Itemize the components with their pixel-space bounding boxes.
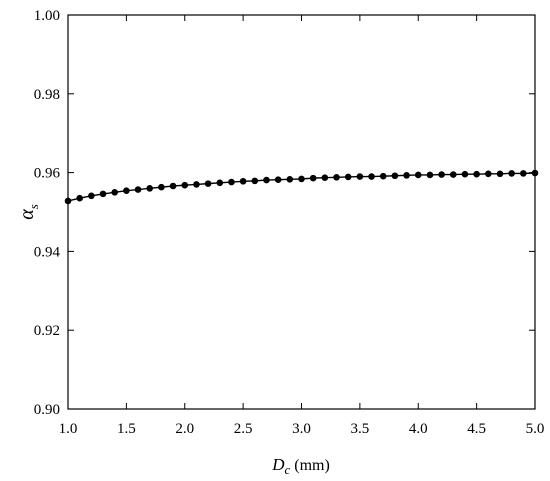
tick-labels: 1.0 1.5 2.0 2.5 3.0 3.5 4.0 4.5 5.0 0.90 0.92 0.94 0… [34,8,545,437]
y-tick-label: 0.98 [34,87,60,103]
x-tick-label: 2.5 [234,421,253,437]
y-axis-label: αs [16,204,41,220]
data-point [158,183,165,191]
y-tick-label: 1.00 [34,8,60,24]
x-tick-label: 1.5 [117,421,136,437]
data-point [473,170,480,178]
x-tick-label: 3.0 [292,421,311,437]
plot-frame [67,14,536,410]
data-point [228,178,235,186]
data-point [298,175,305,183]
data-point [414,171,422,179]
x-tick-label: 4.5 [467,421,486,437]
data-point [531,169,539,177]
data-point [461,170,469,178]
data-point [321,174,329,182]
data-point [181,181,189,189]
data-point [356,173,364,180]
x-tick-label: 5.0 [526,421,545,437]
series-group [64,169,539,205]
x-tick-label: 1.0 [59,421,78,437]
data-point [333,174,340,181]
data-point [426,171,434,179]
data-point [449,171,457,178]
x-tick-label: 2.0 [175,421,194,437]
data-point [88,192,95,200]
data-point [391,172,399,180]
data-point [193,181,200,188]
data-point [169,182,177,190]
data-point [123,187,130,195]
data-point [263,176,270,184]
y-tick-label: 0.94 [34,244,61,260]
data-point [403,172,410,179]
data-point [309,174,317,182]
data-point [239,177,247,185]
x-tick-label: 3.5 [351,421,370,437]
data-point [76,194,83,202]
y-tick-label: 0.92 [34,323,60,339]
data-point [146,185,154,192]
data-point [520,170,527,177]
axis-ticks [67,14,536,410]
x-axis-label: Dc (mm) [271,455,330,477]
data-point [111,189,118,196]
data-point [274,176,282,183]
y-tick-label: 0.96 [34,166,61,182]
data-point [216,179,224,187]
data-point [379,172,387,180]
data-point [438,171,445,178]
data-point [64,197,72,205]
data-point [204,180,212,187]
x-tick-label: 4.0 [409,421,428,437]
data-point [485,170,492,178]
data-point [508,170,515,177]
data-point [344,173,352,181]
data-point [99,190,107,198]
data-point [368,173,375,180]
data-point [134,186,142,193]
data-point [496,170,504,178]
data-point [286,175,294,183]
data-point [251,177,259,185]
y-tick-label: 0.90 [34,402,60,418]
